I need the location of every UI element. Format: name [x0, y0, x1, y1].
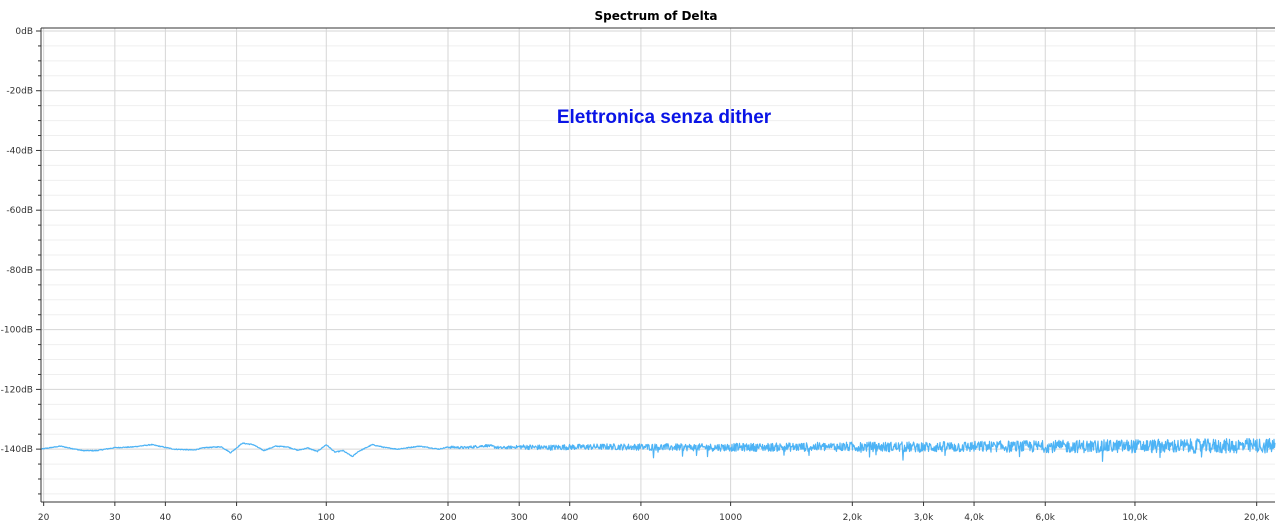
x-tick-label: 6,0k	[1035, 513, 1055, 523]
y-tick-label: -40dB	[6, 146, 33, 156]
chart-annotation: Elettronica senza dither	[557, 107, 772, 128]
x-tick-label: 100	[318, 513, 335, 523]
series-line-0	[40, 438, 1276, 462]
chart-title: Spectrum of Delta	[594, 9, 717, 23]
y-tick-label: -140dB	[1, 445, 33, 455]
x-tick-label: 60	[231, 513, 243, 523]
x-tick-label: 30	[109, 513, 121, 523]
x-tick-label: 20,0k	[1244, 513, 1270, 523]
x-tick-label: 400	[561, 513, 578, 523]
y-tick-label: -120dB	[1, 385, 33, 395]
x-tick-label: 40	[160, 513, 172, 523]
y-tick-label: 0dB	[15, 27, 33, 37]
x-tick-label: 200	[439, 513, 456, 523]
series-layer	[40, 438, 1276, 462]
x-tick-label: 4,0k	[964, 513, 984, 523]
x-tick-label: 3,0k	[914, 513, 934, 523]
y-tick-label: -80dB	[6, 266, 33, 276]
x-tick-label: 20	[38, 513, 50, 523]
x-tick-label: 300	[511, 513, 528, 523]
y-tick-label: -20dB	[6, 87, 33, 97]
axes: 0dB -20dB -40dB -60dB -80dB -100dB -120dB -140d…	[1, 27, 1270, 523]
y-tick-label: -60dB	[6, 206, 33, 216]
x-tick-label: 10,0k	[1122, 513, 1148, 523]
y-tick-label: -100dB	[1, 326, 33, 336]
x-tick-label: 600	[632, 513, 649, 523]
x-tick-label: 1000	[719, 513, 742, 523]
x-tick-label: 2,0k	[843, 513, 863, 523]
plot-area-frame	[41, 28, 1275, 502]
grid	[41, 28, 1275, 502]
